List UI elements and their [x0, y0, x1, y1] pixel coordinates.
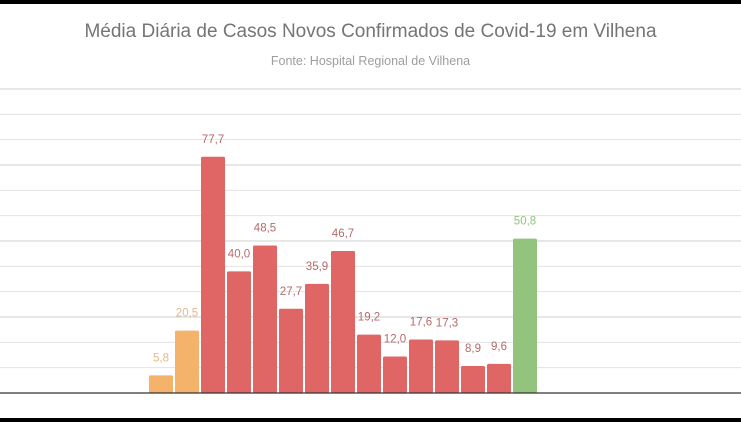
data-label: 17,6	[410, 316, 432, 328]
bar	[409, 339, 433, 393]
data-label: 40,0	[228, 248, 250, 260]
bar	[513, 238, 537, 393]
data-label: 5,8	[153, 352, 169, 364]
bar	[227, 271, 251, 393]
bar	[357, 334, 381, 393]
chart-subtitle: Fonte: Hospital Regional de Vilhena	[270, 54, 471, 68]
bar	[201, 156, 225, 393]
bar	[461, 365, 485, 393]
data-label: 20,5	[176, 308, 198, 320]
data-label: 17,3	[436, 317, 458, 329]
data-label: 50,8	[514, 216, 536, 228]
bottom-border	[0, 418, 741, 422]
bar	[279, 308, 303, 393]
bar	[331, 251, 355, 393]
bar	[175, 330, 199, 393]
bar	[305, 283, 329, 393]
data-label: 46,7	[332, 228, 354, 240]
chart-title: Média Diária de Casos Novos Confirmados …	[84, 21, 657, 42]
data-label: 19,2	[358, 312, 380, 324]
data-label: 27,7	[280, 286, 302, 298]
data-label: 77,7	[202, 134, 224, 146]
bar	[383, 356, 407, 393]
data-label: 12,0	[384, 334, 406, 346]
bar	[487, 363, 511, 393]
bar	[149, 375, 173, 393]
data-label: 48,5	[254, 223, 276, 235]
data-label: 9,6	[491, 341, 507, 353]
top-border	[0, 0, 741, 4]
data-label: 35,9	[306, 261, 328, 273]
bar	[435, 340, 459, 393]
data-label: 8,9	[465, 343, 481, 355]
bar	[253, 245, 277, 393]
